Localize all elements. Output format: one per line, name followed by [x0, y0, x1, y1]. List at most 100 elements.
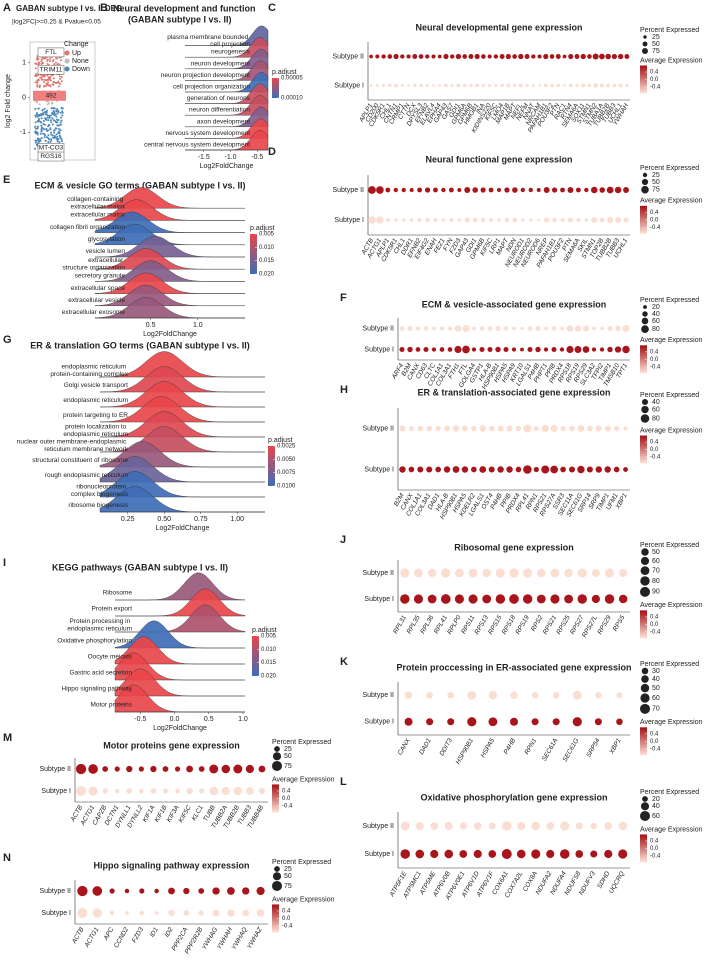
colorbar: [640, 610, 647, 639]
point: [37, 140, 40, 143]
annotation: MT-CO3: [39, 145, 64, 152]
dot: [447, 718, 455, 726]
dot: [444, 83, 448, 88]
dot: [520, 187, 526, 193]
dot: [461, 425, 468, 432]
category-label: neuron differentiation: [189, 107, 250, 114]
dot: [419, 83, 423, 88]
dot: [407, 84, 410, 87]
dot: [509, 594, 519, 604]
point: [38, 114, 41, 117]
dot: [584, 187, 589, 193]
point: [42, 132, 45, 135]
point: [47, 76, 50, 79]
dot: [425, 217, 430, 223]
panel-letter: L: [340, 776, 347, 788]
point: [56, 135, 59, 138]
point: [34, 141, 37, 144]
dot: [437, 54, 442, 59]
chart-title: ER & translation-associated gene express…: [417, 387, 610, 397]
dot: [246, 787, 254, 795]
dot: [564, 594, 573, 604]
dot: [426, 466, 433, 473]
color-legend-title: Average Expression: [272, 776, 335, 783]
dot: [599, 83, 605, 88]
dot: [501, 849, 512, 859]
dot: [591, 217, 598, 223]
dot: [618, 83, 623, 88]
chart-title: Neural developmental gene expression: [415, 22, 582, 32]
dot: [404, 717, 413, 726]
x-tick-label: ACTB: [70, 926, 86, 946]
size-legend-label: 80: [652, 415, 660, 422]
colorbar-label: 0.0: [650, 622, 659, 628]
x-tick-label: SEC61A: [541, 737, 560, 762]
dot: [245, 764, 254, 774]
dot: [447, 691, 455, 699]
size-legend-title: Percent Expressed: [640, 297, 699, 304]
dot: [617, 53, 624, 60]
ridge: [185, 106, 269, 127]
dot: [506, 466, 513, 473]
dot: [595, 466, 602, 473]
dot: [541, 424, 549, 433]
color-legend-title: Average Expression: [640, 337, 703, 344]
point: [46, 81, 49, 84]
point: [50, 131, 53, 134]
point: [35, 112, 38, 115]
dot: [559, 347, 565, 352]
point: [47, 119, 50, 122]
dot: [399, 346, 405, 353]
annotation: RGS16: [40, 153, 62, 160]
dot: [399, 326, 405, 331]
dot: [415, 347, 421, 352]
dot: [574, 325, 582, 332]
chart-title: Neural functional gene expression: [425, 154, 572, 164]
y-tick-label: Subtype II: [332, 187, 364, 194]
x-tick-label: XBP1: [608, 737, 623, 756]
size-legend-label: 75: [652, 187, 660, 194]
dot: [512, 83, 517, 88]
dot: [518, 53, 524, 60]
point: [60, 119, 63, 122]
point: [57, 124, 60, 127]
dot: [594, 718, 602, 726]
point: [50, 121, 53, 124]
point: [51, 117, 54, 120]
colorbar-label: 0.015: [259, 258, 275, 264]
dot: [495, 346, 501, 353]
category-label: collagen fibril organization: [50, 224, 126, 231]
point: [38, 103, 41, 106]
point: [61, 114, 64, 117]
dot: [430, 849, 439, 859]
point: [56, 118, 59, 121]
dot: [88, 764, 98, 774]
legend-label: Up: [72, 50, 81, 57]
point: [45, 100, 48, 103]
dot: [479, 425, 486, 432]
point: [53, 111, 56, 114]
annotation-box: [37, 151, 65, 162]
x-tick-label: -1.0: [224, 154, 236, 161]
y-tick-label: Subtype I: [364, 596, 394, 603]
dot: [533, 426, 539, 431]
ridge: [99, 351, 265, 378]
dot: [493, 54, 499, 59]
colorbar-label: -0.4: [650, 225, 661, 231]
dot: [174, 766, 181, 772]
point: [43, 136, 46, 139]
x-tick-label: FZD3: [131, 926, 145, 944]
point: [59, 111, 62, 114]
dot: [546, 849, 555, 859]
size-legend-dot: [641, 325, 649, 333]
dot: [447, 347, 453, 352]
point: [38, 86, 41, 89]
point: [36, 125, 39, 128]
category-label: central nervous system development: [144, 141, 250, 148]
size-legend-label: 30: [652, 668, 660, 675]
dot: [399, 425, 406, 432]
point: [45, 127, 48, 130]
point: [34, 107, 37, 110]
point: [56, 138, 59, 141]
dot: [611, 53, 617, 60]
